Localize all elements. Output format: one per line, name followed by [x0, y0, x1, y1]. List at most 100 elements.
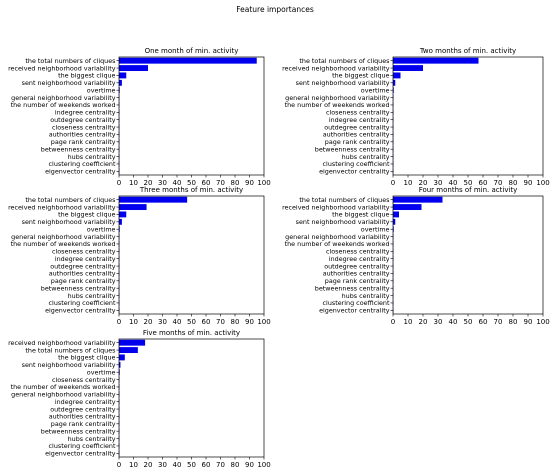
category-label: received neighborhood variability — [8, 203, 116, 211]
x-tick-label: 0 — [117, 318, 121, 326]
category-label: clustering coefficient — [49, 160, 116, 168]
x-tick-label: 40 — [173, 461, 182, 469]
x-tick-label: 90 — [245, 179, 254, 187]
x-tick-label: 90 — [245, 318, 254, 326]
category-label: betweenness centrality — [41, 427, 116, 435]
x-tick-label: 80 — [231, 318, 240, 326]
x-tick-label: 100 — [257, 318, 270, 326]
x-tick-label: 30 — [158, 318, 167, 326]
category-label: page rank centrality — [325, 277, 390, 285]
category-label: received neighborhood variability — [8, 64, 116, 72]
bar — [393, 204, 422, 211]
chart-title: Three months of min. activity — [139, 186, 243, 194]
x-tick-label: 20 — [419, 318, 428, 326]
category-label: closeness centrality — [326, 248, 390, 256]
category-label: clustering coefficient — [323, 160, 390, 168]
category-label: clustering coefficient — [323, 299, 390, 307]
bar — [119, 339, 146, 346]
category-label: the biggest clique — [58, 72, 115, 80]
category-label: betweenness centrality — [41, 145, 116, 153]
x-tick-label: 80 — [231, 179, 240, 187]
category-label: sent neighborhood variability — [22, 218, 116, 226]
bar — [393, 226, 394, 233]
category-label: page rank centrality — [51, 277, 116, 285]
plot-frame — [118, 338, 265, 458]
bar — [119, 72, 127, 79]
category-label: indegree centrality — [329, 116, 390, 124]
x-tick-label: 50 — [187, 461, 196, 469]
bar — [119, 65, 148, 72]
bar — [393, 87, 394, 94]
category-label: the total numbers of cliques — [25, 346, 116, 354]
bar — [119, 354, 125, 361]
category-label: the number of weekends worked — [285, 240, 390, 248]
plot-frame — [118, 56, 265, 176]
category-label: sent neighborhood variability — [296, 79, 390, 87]
chart-title: Four months of min. activity — [419, 186, 518, 194]
category-label: overtime — [361, 225, 390, 233]
category-label: hubs centrality — [342, 292, 390, 300]
category-label: the number of weekends worked — [285, 101, 390, 109]
category-label: outdegree centrality — [50, 116, 115, 124]
category-label: page rank centrality — [51, 138, 116, 146]
category-label: hubs centrality — [68, 435, 116, 443]
category-label: eigenvector centrality — [319, 307, 390, 315]
x-tick-label: 90 — [524, 179, 533, 187]
chart-title: Five months of min. activity — [143, 329, 240, 337]
x-tick-label: 40 — [449, 179, 458, 187]
category-label: page rank centrality — [325, 138, 390, 146]
x-tick-label: 20 — [144, 318, 153, 326]
x-tick-label: 10 — [129, 461, 138, 469]
category-label: the total numbers of cliques — [299, 196, 390, 204]
category-label: outdegree centrality — [50, 262, 115, 270]
x-tick-label: 0 — [117, 179, 121, 187]
category-label: the total numbers of cliques — [25, 57, 116, 65]
bar — [393, 57, 479, 64]
category-label: authorities centrality — [49, 270, 116, 278]
category-label: outdegree centrality — [324, 123, 389, 131]
x-tick-label: 30 — [158, 179, 167, 187]
category-label: closeness centrality — [52, 123, 116, 131]
category-label: the number of weekends worked — [11, 240, 116, 248]
chart-panel-4: Four months of min. activity the total nu… — [282, 186, 550, 326]
chart-title: One month of min. activity — [145, 47, 239, 55]
x-tick-label: 30 — [158, 461, 167, 469]
x-tick-label: 80 — [509, 318, 518, 326]
x-tick-label: 100 — [536, 318, 549, 326]
category-label: hubs centrality — [68, 292, 116, 300]
chart-panel-1: One month of min. activity the total numb… — [8, 47, 271, 187]
bar — [119, 211, 127, 218]
category-label: betweenness centrality — [315, 145, 390, 153]
category-label: the total numbers of cliques — [25, 196, 116, 204]
x-tick-label: 100 — [257, 461, 270, 469]
x-tick-label: 50 — [464, 179, 473, 187]
category-label: general neighborhood variability — [285, 94, 390, 102]
x-tick-label: 10 — [404, 318, 413, 326]
x-tick-label: 70 — [216, 179, 225, 187]
category-label: authorities centrality — [49, 131, 116, 139]
x-tick-label: 60 — [479, 179, 488, 187]
chart-panel-3: Three months of min. activity the total n… — [8, 186, 271, 326]
x-tick-label: 30 — [434, 179, 443, 187]
x-tick-label: 40 — [173, 179, 182, 187]
x-tick-label: 80 — [509, 179, 518, 187]
x-tick-label: 50 — [464, 318, 473, 326]
category-label: received neighborhood variability — [282, 203, 390, 211]
category-label: eigenvector centrality — [319, 168, 390, 176]
x-tick-label: 90 — [524, 318, 533, 326]
bar — [393, 79, 396, 86]
x-tick-label: 0 — [391, 318, 395, 326]
plot-frame — [392, 56, 544, 176]
category-label: indegree centrality — [55, 398, 116, 406]
category-label: general neighborhood variability — [285, 233, 390, 241]
bar — [119, 57, 257, 64]
x-tick-label: 50 — [187, 318, 196, 326]
figure-suptitle: Feature importances — [236, 5, 314, 14]
x-tick-label: 100 — [536, 179, 549, 187]
category-label: clustering coefficient — [49, 299, 116, 307]
bar — [393, 196, 443, 203]
category-label: indegree centrality — [55, 109, 116, 117]
bar — [119, 204, 147, 211]
bar — [119, 226, 120, 233]
category-label: outdegree centrality — [324, 262, 389, 270]
